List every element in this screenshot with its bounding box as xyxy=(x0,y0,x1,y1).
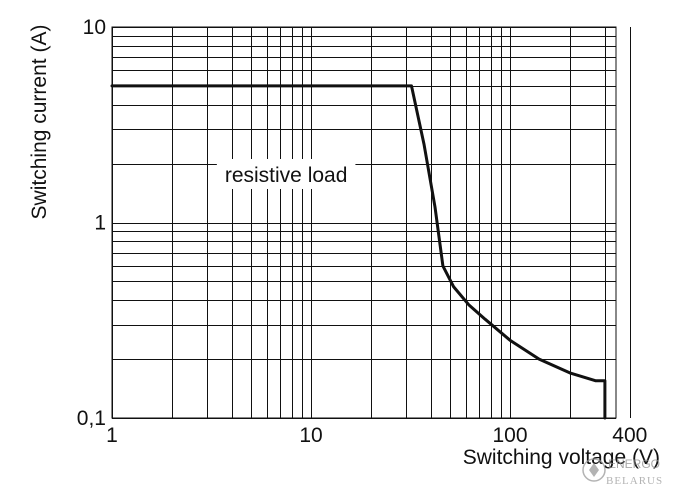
annotation-resistive-load: resistive load xyxy=(225,164,348,187)
watermark-mark-icon xyxy=(589,463,599,477)
x-axis-label: Switching voltage (V) xyxy=(463,446,660,469)
x-tick-label: 1 xyxy=(106,424,118,447)
y-tick-labels: 10 1 0,1 xyxy=(77,16,106,430)
y-tick-label: 10 xyxy=(83,16,106,39)
x-tick-label: 400 xyxy=(612,424,647,447)
annotation: resistive load xyxy=(216,158,356,189)
x-tick-labels: 1 10 100 400 xyxy=(106,424,647,447)
watermark-brand-top: ENERGO xyxy=(608,457,660,471)
y-tick-label: 0,1 xyxy=(77,407,106,430)
y-axis-label: Switching current (A) xyxy=(28,25,51,220)
y-tick-label: 1 xyxy=(94,212,106,235)
watermark-logo-icon xyxy=(582,458,606,482)
plot-frame xyxy=(111,26,617,419)
energo-belarus-watermark: ENERGO BELARUS xyxy=(582,457,663,487)
resistive-load-curve xyxy=(110,84,607,420)
x-tick-label: 10 xyxy=(299,424,322,447)
annotation-background xyxy=(216,158,356,189)
watermark-brand-bottom: BELARUS xyxy=(606,475,663,487)
x-tick-label: 100 xyxy=(492,424,527,447)
